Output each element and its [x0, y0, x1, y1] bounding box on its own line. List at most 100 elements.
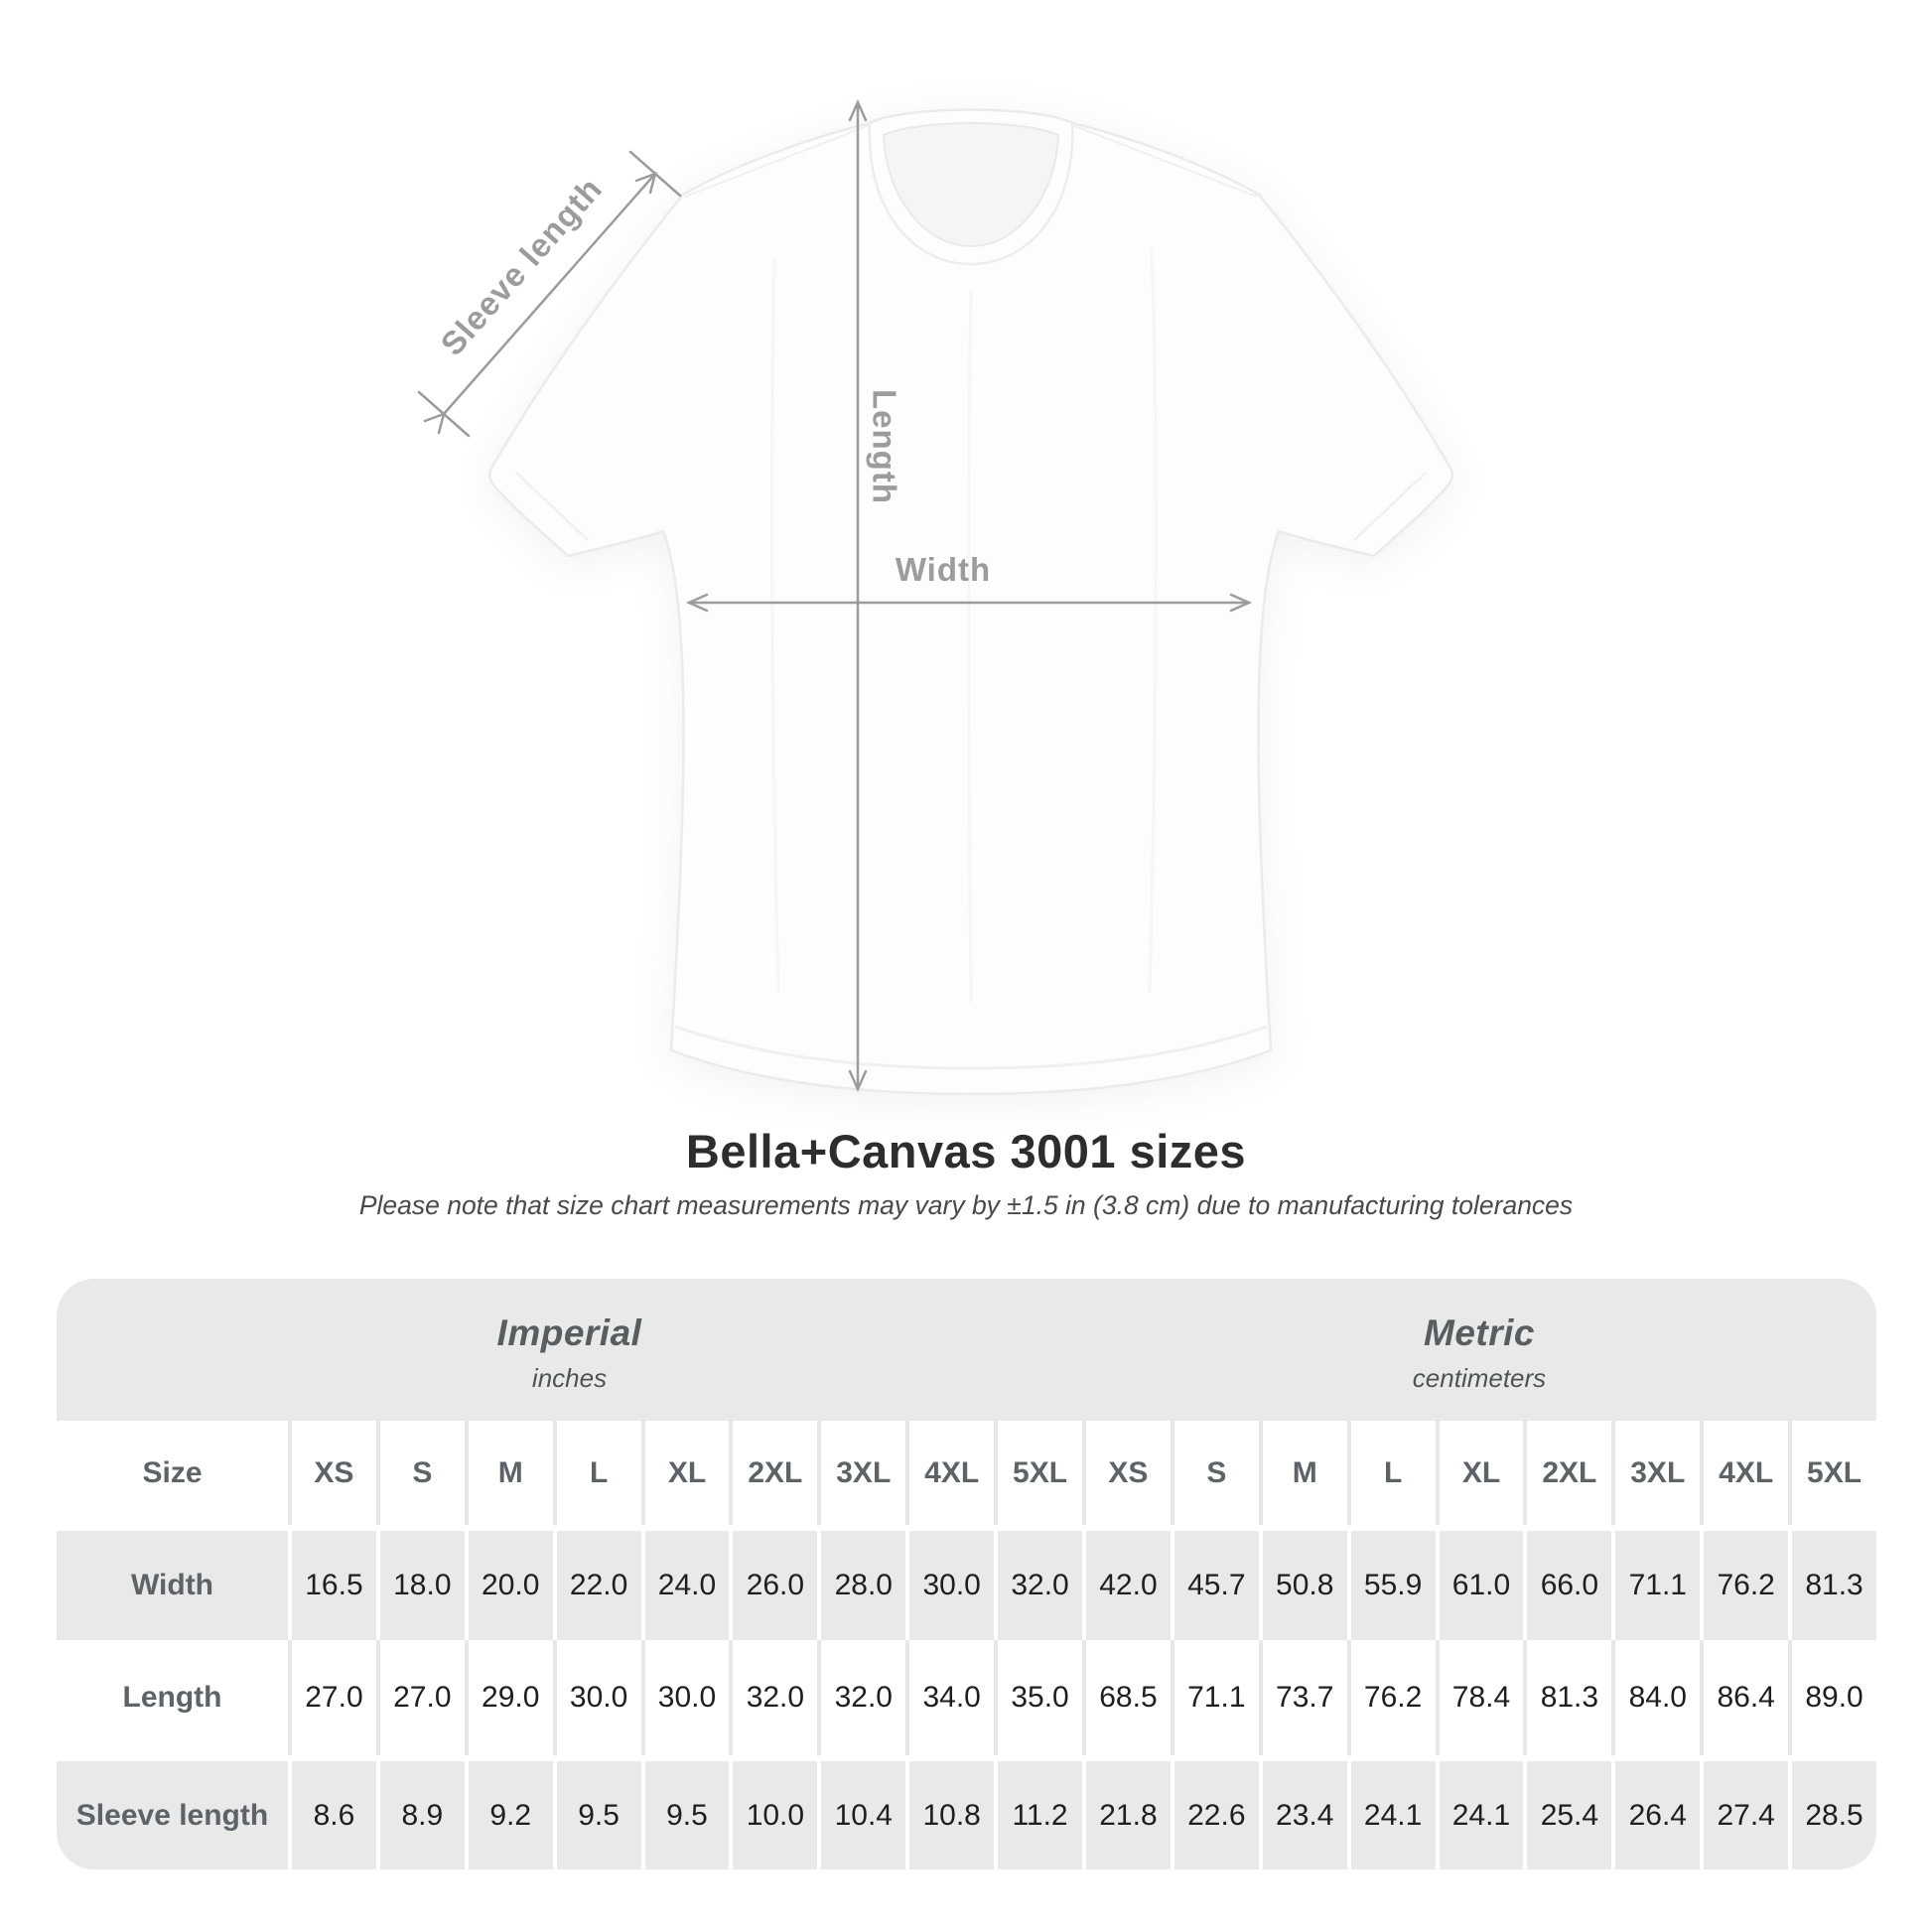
measurement-value: 32.0 — [729, 1640, 817, 1755]
size-column-header: L — [552, 1421, 641, 1525]
measurement-value: 35.0 — [994, 1640, 1082, 1755]
measurement-value: 76.2 — [1346, 1640, 1436, 1755]
size-column-header: 5XL — [1788, 1421, 1876, 1525]
measurement-value: 25.4 — [1523, 1761, 1611, 1869]
imperial-section-unit: inches — [531, 1362, 608, 1393]
width-arrowhead-right — [1229, 593, 1253, 613]
measurement-value: 10.0 — [729, 1761, 817, 1869]
metric-section-header: Metric centimeters — [1082, 1279, 1876, 1421]
measurement-value: 10.4 — [817, 1761, 905, 1869]
size-column-header: M — [464, 1421, 553, 1525]
size-column-header: 2XL — [729, 1421, 817, 1525]
width-label: Width — [896, 551, 991, 588]
size-column-header: 3XL — [1611, 1421, 1700, 1525]
measurement-value: 8.9 — [375, 1761, 465, 1869]
measurement-value: 8.6 — [288, 1761, 376, 1869]
measurement-value: 32.0 — [994, 1531, 1082, 1640]
size-column-header: S — [375, 1421, 465, 1525]
sleeve-arrow-line — [442, 172, 657, 416]
width-row-label: Width — [130, 1569, 214, 1601]
size-column-header: 3XL — [817, 1421, 905, 1525]
size-header-row: Size XS S M L XL 2XL 3XL 4XL 5XL XS S M L XL 2XL 3XL 4XL… — [57, 1421, 1876, 1525]
measurement-value: 81.3 — [1788, 1531, 1876, 1640]
measurement-value: 9.2 — [464, 1761, 553, 1869]
measurement-value: 22.0 — [552, 1531, 641, 1640]
length-measure — [848, 98, 868, 1093]
measurement-value: 89.0 — [1788, 1640, 1876, 1755]
measurement-value: 20.0 — [464, 1531, 553, 1640]
measurement-value: 32.0 — [817, 1640, 905, 1755]
length-arrowhead-bottom — [848, 1069, 868, 1093]
measurement-value: 18.0 — [375, 1531, 465, 1640]
measurement-value: 28.0 — [817, 1531, 905, 1640]
size-column-header: XL — [640, 1421, 730, 1525]
measurement-value: 61.0 — [1435, 1531, 1524, 1640]
measurement-value: 23.4 — [1258, 1761, 1347, 1869]
measurement-value: 81.3 — [1523, 1640, 1611, 1755]
metric-section-unit: centimeters — [1412, 1362, 1547, 1393]
measurement-value: 16.5 — [288, 1531, 376, 1640]
measurement-value: 66.0 — [1523, 1531, 1611, 1640]
measurement-value: 24.1 — [1435, 1761, 1524, 1869]
sleeve-cap-bottom — [417, 390, 471, 438]
length-row: Length 27.0 27.0 29.0 30.0 30.0 32.0 32.0 34.0 3… — [57, 1640, 1876, 1755]
measurement-value: 45.7 — [1170, 1531, 1259, 1640]
size-column-header: 5XL — [994, 1421, 1082, 1525]
size-header-cells: XS S M L XL 2XL 3XL 4XL 5XL XS S M L XL 2XL 3XL 4XL 5XL — [288, 1421, 1876, 1525]
size-column-header: S — [1170, 1421, 1259, 1525]
size-column-header: 4XL — [1700, 1421, 1788, 1525]
measurement-value: 71.1 — [1170, 1640, 1259, 1755]
unit-header-band: Imperial inches Metric centimeters — [57, 1279, 1876, 1421]
tshirt-hem-seam — [674, 1025, 1268, 1070]
size-column-header: L — [1346, 1421, 1436, 1525]
page-title: Bella+Canvas 3001 sizes — [685, 1125, 1247, 1177]
measurement-value: 28.5 — [1788, 1761, 1876, 1869]
imperial-section-title: Imperial — [496, 1311, 642, 1353]
tshirt-collar-seam — [868, 122, 1074, 266]
width-row: Width 16.5 18.0 20.0 22.0 24.0 26.0 28.0 30.0 32… — [57, 1525, 1876, 1640]
measurement-value: 30.0 — [640, 1640, 730, 1755]
measurement-value: 26.4 — [1611, 1761, 1700, 1869]
measurement-value: 42.0 — [1081, 1531, 1171, 1640]
measurement-value: 86.4 — [1700, 1640, 1788, 1755]
measurement-value: 9.5 — [640, 1761, 730, 1869]
measurement-value: 55.9 — [1346, 1531, 1436, 1640]
size-corner-label: Size — [142, 1455, 203, 1489]
measurement-value: 11.2 — [994, 1761, 1082, 1869]
size-column-header: XL — [1435, 1421, 1524, 1525]
sleeve-length-row-label: Sleeve length — [75, 1798, 269, 1832]
measurement-value: 27.0 — [288, 1640, 376, 1755]
sleeve-cap-top — [628, 150, 682, 198]
size-column-header: XS — [1081, 1421, 1171, 1525]
size-column-header: 2XL — [1523, 1421, 1611, 1525]
length-row-label: Length — [122, 1681, 222, 1714]
length-arrowhead-top — [848, 98, 868, 122]
size-column-header: M — [1258, 1421, 1347, 1525]
measurement-value: 34.0 — [905, 1640, 994, 1755]
measurement-value: 84.0 — [1611, 1640, 1700, 1755]
width-row-cells: 16.5 18.0 20.0 22.0 24.0 26.0 28.0 30.0 32.0 42.0… — [288, 1531, 1876, 1640]
measurement-value: 27.4 — [1700, 1761, 1788, 1869]
measurement-value: 22.6 — [1170, 1761, 1259, 1869]
tshirt-collar-inner — [882, 122, 1060, 248]
width-arrowhead-left — [685, 593, 709, 613]
measurement-value: 21.8 — [1081, 1761, 1171, 1869]
measurement-value: 30.0 — [905, 1531, 994, 1640]
sleeve-length-measure — [417, 150, 682, 438]
metric-section-title: Metric — [1424, 1311, 1535, 1353]
sleeve-arrowhead-bottom — [423, 411, 446, 435]
sleeve-length-row: Sleeve length 8.6 8.9 9.2 9.5 9.5 10.0 10.4 10.… — [57, 1755, 1876, 1869]
measurement-value: 73.7 — [1258, 1640, 1347, 1755]
length-row-cells: 27.0 27.0 29.0 30.0 30.0 32.0 32.0 34.0 35.0 68.5… — [288, 1640, 1876, 1755]
size-table: Imperial inches Metric centimeters Size … — [57, 1279, 1876, 1869]
length-label: Length — [866, 389, 902, 504]
measurement-value: 71.1 — [1611, 1531, 1700, 1640]
measurement-value: 30.0 — [552, 1640, 641, 1755]
measurement-value: 27.0 — [375, 1640, 465, 1755]
measurement-value: 10.8 — [905, 1761, 994, 1869]
imperial-section-header: Imperial inches — [57, 1279, 1082, 1421]
measurement-value: 26.0 — [729, 1531, 817, 1640]
measurement-value: 29.0 — [464, 1640, 553, 1755]
measurement-value: 24.1 — [1346, 1761, 1436, 1869]
